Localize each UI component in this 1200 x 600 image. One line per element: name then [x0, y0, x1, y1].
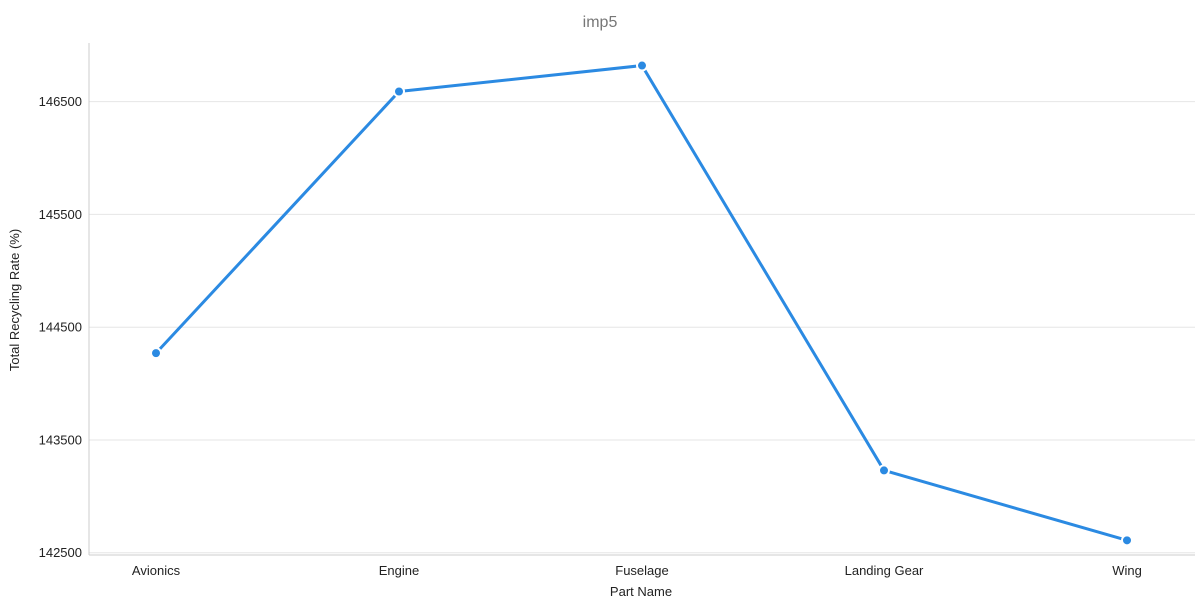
y-tick-label: 142500 [39, 545, 82, 560]
data-point-fuselage[interactable] [636, 59, 648, 72]
data-point-engine[interactable] [393, 85, 405, 98]
x-tick-label: Fuselage [615, 563, 668, 578]
data-point-avionics[interactable] [150, 347, 162, 360]
series-line [154, 64, 1129, 542]
y-tick-labels: 142500 143500 144500 145500 146500 [39, 94, 82, 560]
grid-lines [89, 101, 1195, 554]
y-tick-label: 143500 [39, 432, 82, 447]
data-point-wing[interactable] [1121, 534, 1133, 547]
y-tick-label: 145500 [39, 207, 82, 222]
y-tick-label: 146500 [39, 94, 82, 109]
chart-title: imp5 [583, 14, 618, 31]
x-tick-labels: Avionics Engine Fuselage Landing Gear Wing [132, 563, 1142, 578]
x-tick-label: Wing [1112, 563, 1142, 578]
x-axis-label: Part Name [610, 584, 672, 599]
y-tick-label: 144500 [39, 320, 82, 335]
data-point-landing-gear[interactable] [878, 464, 890, 477]
x-tick-label: Avionics [132, 563, 181, 578]
y-axis-label: Total Recycling Rate (%) [7, 229, 22, 371]
x-tick-label: Engine [379, 563, 419, 578]
series-layer [150, 59, 1133, 547]
x-tick-label: Landing Gear [845, 563, 924, 578]
